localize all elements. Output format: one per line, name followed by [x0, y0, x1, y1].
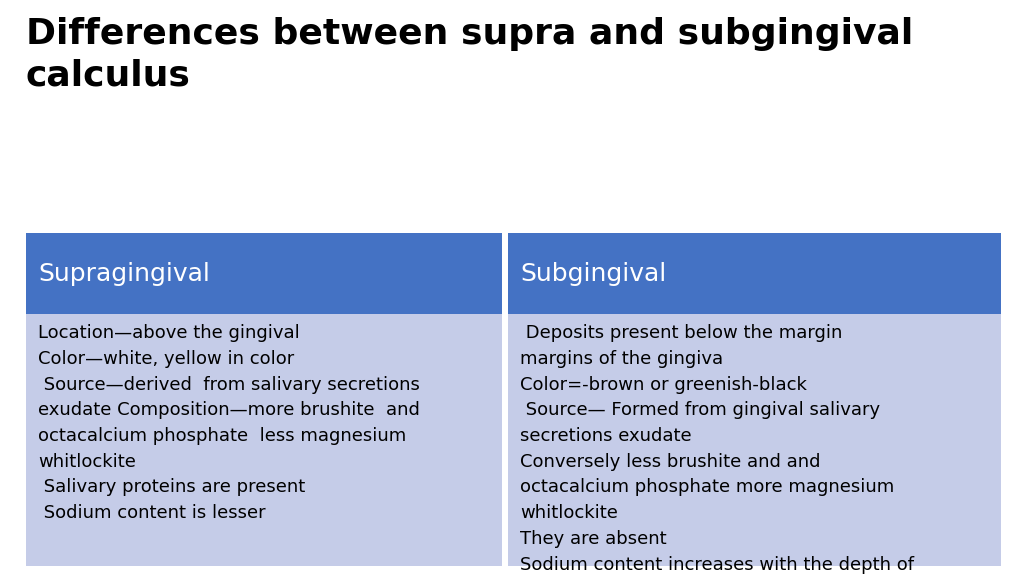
FancyBboxPatch shape [26, 314, 502, 566]
Text: Supragingival: Supragingival [38, 262, 210, 286]
FancyBboxPatch shape [26, 233, 502, 314]
Text: Subgingival: Subgingival [520, 262, 667, 286]
Text: Deposits present below the margin
margins of the gingiva
Color=-brown or greenis: Deposits present below the margin margin… [520, 324, 914, 576]
Text: Differences between supra and subgingival
calculus: Differences between supra and subgingiva… [26, 17, 912, 92]
FancyBboxPatch shape [508, 233, 1001, 314]
Text: Location—above the gingival
Color—white, yellow in color
 Source—derived  from s: Location—above the gingival Color—white,… [38, 324, 420, 522]
FancyBboxPatch shape [508, 314, 1001, 566]
